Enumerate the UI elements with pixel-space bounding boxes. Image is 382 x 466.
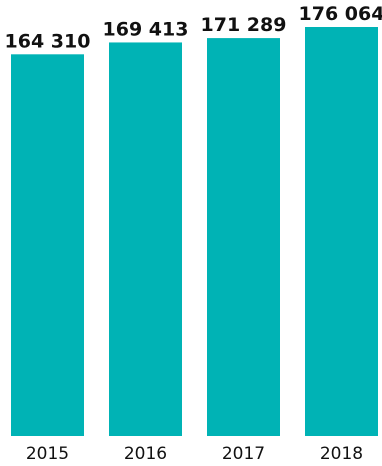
bar-2018	[305, 27, 378, 436]
bar-2015	[11, 54, 84, 437]
x-tick-label-2016: 2016	[124, 444, 167, 464]
data-label-2017: 171 289	[201, 14, 287, 36]
x-tick-label-2017: 2017	[222, 444, 265, 464]
data-label-2018: 176 064	[299, 3, 382, 25]
bar-2016	[109, 42, 182, 436]
data-label-2016: 169 413	[103, 18, 189, 40]
x-tick-label-2015: 2015	[26, 444, 69, 464]
x-tick-label-2018: 2018	[320, 444, 363, 464]
bar-2017	[207, 38, 280, 437]
data-label-2015: 164 310	[5, 30, 91, 52]
